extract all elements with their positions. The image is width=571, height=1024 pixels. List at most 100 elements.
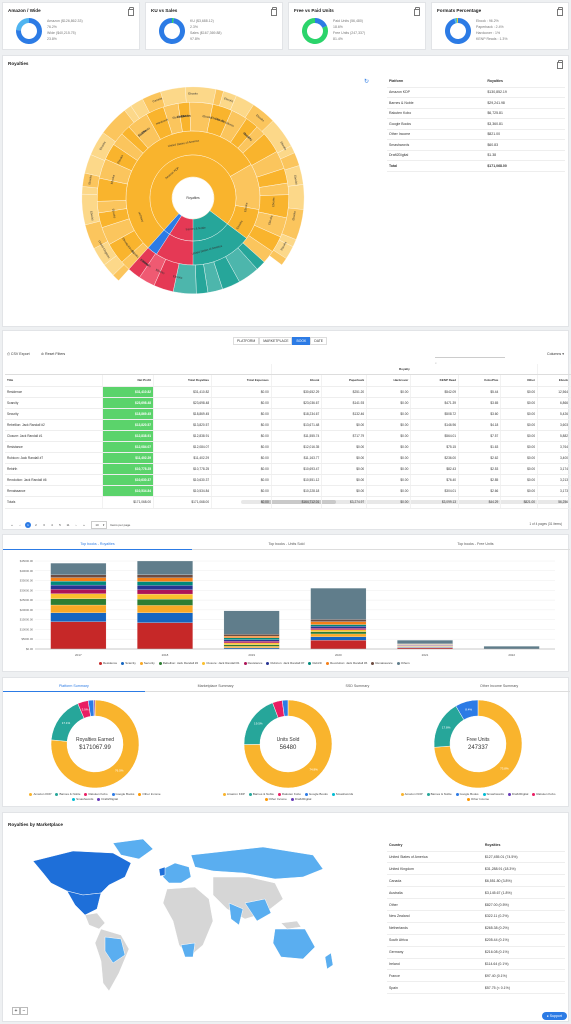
summary-tab[interactable]: Other Income Summary	[428, 681, 570, 692]
legend-item[interactable]: Other Income	[138, 792, 161, 796]
zoom-in-button[interactable]: +	[12, 1007, 20, 1015]
tab-marketplace[interactable]: MARKETPLACE	[259, 337, 293, 345]
prev-page-icon[interactable]: ‹	[19, 523, 21, 527]
legend-item[interactable]: Amazon KDP	[222, 792, 245, 796]
column-header[interactable]: Total Royalties	[153, 374, 213, 387]
next-page-icon[interactable]: ›	[75, 523, 77, 527]
per-page-select[interactable]: 10 ▾	[91, 521, 108, 529]
legend-item[interactable]: Revolution: Jack Randall #6	[326, 661, 367, 665]
column-header[interactable]: KENP Read	[410, 374, 460, 387]
table-row[interactable]: United States of America $127,455.01 (74.…	[387, 851, 565, 864]
legend-item[interactable]: Smashwords	[72, 797, 93, 801]
page-button[interactable]: 2	[35, 523, 37, 527]
page-button[interactable]: 5	[59, 523, 61, 527]
summary-donut-chart[interactable]: 73.8% 17.8% 8.4% Free Units 247337	[428, 694, 528, 794]
table-row[interactable]: South Africa $205.44 (0.1%)	[387, 934, 565, 947]
page-button[interactable]: 3	[43, 523, 45, 527]
world-map[interactable]	[13, 833, 353, 1013]
legend-item[interactable]: Draft2Digital	[97, 797, 118, 801]
legend-item[interactable]: Resistance	[243, 661, 262, 665]
table-row[interactable]: Rakuten Kobo $6,725.81	[387, 108, 565, 119]
page-button[interactable]: 1	[25, 522, 31, 528]
table-row[interactable]: France $97.40 (0.1%)	[387, 969, 565, 983]
legend-item[interactable]: Scarcity	[121, 661, 136, 665]
table-row[interactable]: Draft2Digital $1.38	[387, 150, 565, 161]
table-row[interactable]: Security $18,869.45 $18,869.45 $0.00 $18,234…	[5, 408, 571, 420]
table-row[interactable]: Amazon KDP $130,852.19	[387, 87, 565, 98]
copy-icon[interactable]	[271, 7, 277, 16]
columns-button[interactable]: Columns ▾	[547, 352, 564, 356]
table-row[interactable]: United Kingdom $31,288.91 (18.3%)	[387, 862, 565, 876]
top-books-tab[interactable]: Top books - Free Units	[381, 539, 570, 550]
legend-item[interactable]: Draft2Digital	[507, 792, 528, 796]
table-row[interactable]: Australia $3,145.67 (1.8%)	[387, 886, 565, 900]
table-row[interactable]: Residence $31,410.82 $31,410.82 $0.00 $30,65…	[5, 386, 571, 398]
table-row[interactable]: Rebirth $10,778.25 $10,778.25 $0.00 $10,693.…	[5, 463, 571, 476]
column-header[interactable]: Ebook	[271, 374, 323, 387]
table-row[interactable]: Barnes & Noble $29,241.98	[387, 97, 565, 109]
refresh-icon[interactable]: ↻	[364, 79, 370, 85]
table-row[interactable]: Rubicon: Jack Randall #7 $11,402.29 $11,40…	[5, 452, 571, 465]
summary-tab[interactable]: SSD Summary	[286, 681, 429, 692]
copy-icon[interactable]	[128, 7, 134, 16]
legend-item[interactable]: Rebirth	[308, 661, 322, 665]
last-page-icon[interactable]: »	[83, 523, 85, 527]
table-row[interactable]: Revolution: Jack Randall #6 $10,630.37 $10…	[5, 474, 571, 487]
table-row[interactable]: Ireland $114.64 (0.1%)	[387, 958, 565, 971]
column-header[interactable]: Ebook	[537, 374, 571, 387]
legend-item[interactable]: Google Books	[455, 792, 479, 796]
summary-tab[interactable]: Marketplace Summary	[144, 681, 287, 692]
legend-item[interactable]: Rebellion: Jack Randall #2	[158, 661, 198, 665]
summary-tab[interactable]: Platform Summary	[3, 681, 145, 692]
column-header[interactable]: KoboPlus	[458, 374, 502, 387]
column-header[interactable]: Other	[500, 374, 539, 387]
legend-item[interactable]: Google Books	[111, 792, 134, 796]
copy-icon[interactable]	[414, 7, 420, 16]
legend-item[interactable]: Other Income	[466, 797, 489, 801]
copy-icon[interactable]	[557, 60, 563, 69]
table-row[interactable]: Scarcity $23,698.48 $23,698.48 $0.00 $23,036…	[5, 397, 571, 409]
table-row[interactable]: Google Books $3,360.81	[387, 118, 565, 130]
reset-filters-button[interactable]: ⊘ Reset Filters	[41, 352, 66, 356]
legend-item[interactable]: Amazon KDP	[29, 792, 51, 796]
column-header[interactable]: Hardcover	[366, 374, 412, 387]
tab-date[interactable]: DATE	[310, 337, 328, 345]
table-row[interactable]: Germany $216.08 (0.1%)	[387, 946, 565, 959]
csv-export-button[interactable]: ⎙ CSV Export	[7, 352, 30, 356]
legend-item[interactable]: Barnes & Noble	[55, 792, 80, 796]
legend-item[interactable]: Rakuten Kobo	[532, 792, 555, 796]
legend-item[interactable]: Google Books	[304, 792, 328, 796]
table-row[interactable]: Other $827.00 (0.5%)	[387, 898, 565, 911]
summary-donut-chart[interactable]: 76.5% 17.1% 3.9% Royalties Earned $171067.99	[45, 694, 145, 794]
legend-item[interactable]: Rubicon: Jack Randall #7	[266, 661, 304, 665]
legend-item[interactable]: Smashwords	[482, 792, 504, 796]
support-button[interactable]: ● Support	[541, 1012, 567, 1020]
legend-item[interactable]: Barnes & Noble	[426, 792, 452, 796]
legend-item[interactable]: Security	[139, 661, 155, 665]
summary-donut-chart[interactable]: 74.8% 19.5% Units Sold 56480	[238, 694, 338, 794]
top-books-tab[interactable]: Top books - Royalties	[3, 539, 192, 550]
column-header[interactable]: Title	[5, 374, 104, 387]
column-header[interactable]: Net Profit	[102, 374, 154, 387]
table-row[interactable]: Other Income $821.00	[387, 129, 565, 140]
legend-item[interactable]: Rakuten Kobo	[84, 792, 108, 796]
legend-item[interactable]: Other Income	[264, 797, 287, 801]
table-row[interactable]: Resistance $12,084.07 $12,084.07 $0.00 $12,0…	[5, 441, 571, 454]
table-row[interactable]: Closure: Jack Randall #1 $12,838.91 $12,83…	[5, 430, 571, 442]
top-books-bar-chart[interactable]: $0.00 $5000.00 $10000.00 $15000.00 $20000.00…	[7, 557, 564, 657]
top-books-tab[interactable]: Top books - Units Sold	[192, 539, 381, 550]
legend-item[interactable]: Barnes & Noble	[248, 792, 274, 796]
table-row[interactable]: Netherlands $265.38 (0.2%)	[387, 922, 565, 935]
page-button[interactable]: 4	[51, 523, 53, 527]
table-row[interactable]: Canada $6,551.80 (3.8%)	[387, 874, 565, 888]
legend-item[interactable]: Amazon KDP	[400, 792, 423, 796]
table-row[interactable]: New Zealand $322.11 (0.2%)	[387, 910, 565, 923]
legend-item[interactable]: Others	[396, 661, 410, 665]
tab-platform[interactable]: PLATFORM	[233, 337, 260, 345]
legend-item[interactable]: Draft2Digital	[290, 797, 311, 801]
table-row[interactable]: Smashwords $60.83	[387, 139, 565, 151]
legend-item[interactable]: Closure: Jack Randall #1	[202, 661, 240, 665]
legend-item[interactable]: Rakuten Kobo	[277, 792, 301, 796]
column-header[interactable]: Total Expenses	[211, 374, 272, 387]
